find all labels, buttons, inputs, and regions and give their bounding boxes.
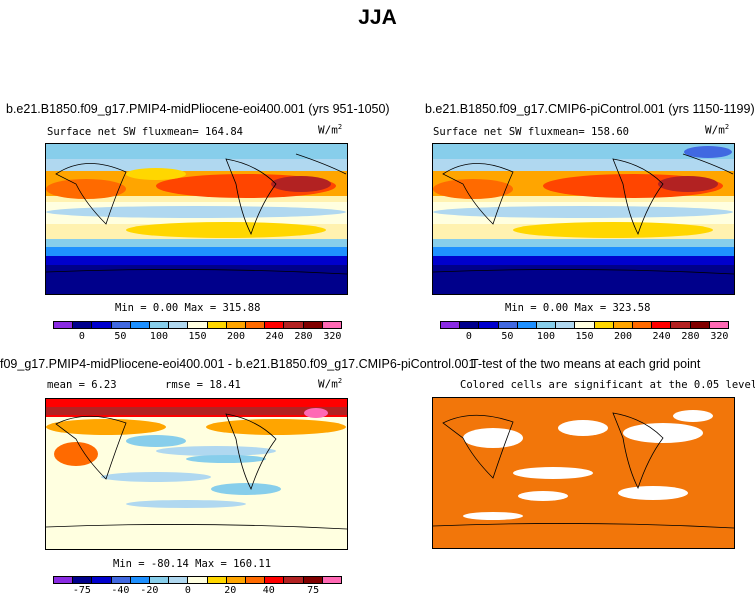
panel2-map [432, 143, 735, 295]
colorbar-tick-label: 280 [294, 331, 313, 342]
colorbar-swatch [303, 322, 323, 328]
panel2-colorbar-ticks: 0 50 100 150 200 240 280 320 [440, 331, 729, 345]
colorbar-swatch [207, 322, 227, 328]
colorbar-swatch [322, 577, 342, 583]
colorbar-swatch [207, 577, 227, 583]
colorbar-tick-label: 200 [227, 331, 246, 342]
panel1-minmax: Min = 0.00 Max = 315.88 [115, 302, 261, 314]
colorbar-swatch [130, 322, 151, 328]
colorbar-swatch [54, 322, 74, 328]
panel3-rmse: rmse = 18.41 [165, 379, 241, 391]
colorbar-tick-label: 280 [681, 331, 700, 342]
panel1-units: W/m2 [318, 123, 343, 137]
colorbar-tick-label: 75 [307, 585, 320, 596]
colorbar-swatch [226, 322, 247, 328]
colorbar-swatch [671, 322, 691, 328]
colorbar-swatch [169, 322, 189, 328]
panel1-map-svg [46, 144, 347, 294]
panel1-map [45, 143, 348, 295]
colorbar-swatch [537, 322, 557, 328]
colorbar-swatch [517, 322, 538, 328]
colorbar-swatch [130, 577, 151, 583]
colorbar-swatch [92, 322, 112, 328]
colorbar-swatch [73, 322, 93, 328]
colorbar-swatch [556, 322, 576, 328]
colorbar-swatch [575, 322, 595, 328]
panel1-label: Surface net SW fluxmean= 164.84 [47, 126, 243, 138]
colorbar-swatch [169, 577, 189, 583]
colorbar-tick-label: 100 [149, 331, 168, 342]
colorbar-tick-label: 0 [465, 331, 472, 342]
panel3-colorbar-ticks: -75 -40 -20 0 20 40 75 [53, 585, 342, 599]
panel4-subtitle: Colored cells are significant at the 0.0… [460, 379, 755, 391]
panel2-units: W/m2 [705, 123, 730, 137]
colorbar-swatch [188, 577, 208, 583]
colorbar-tick-label: 50 [114, 331, 127, 342]
colorbar-swatch [303, 577, 323, 583]
panel4-title: T-test of the two means at each grid poi… [471, 357, 701, 371]
colorbar-swatch [284, 322, 304, 328]
colorbar-tick-label: 150 [575, 331, 594, 342]
colorbar-swatch [265, 577, 285, 583]
colorbar-swatch [111, 322, 131, 328]
panel2-title: b.e21.B1850.f09_g17.CMIP6-piControl.001 … [425, 102, 755, 116]
colorbar-swatch [150, 322, 170, 328]
colorbar-tick-label: 40 [262, 585, 275, 596]
colorbar-swatch [246, 322, 266, 328]
colorbar-tick-label: -75 [72, 585, 91, 596]
colorbar-swatch [441, 322, 461, 328]
panel3-title: f09_g17.PMIP4-midPliocene-eoi400.001 - b… [0, 357, 476, 371]
colorbar-tick-label: 0 [184, 585, 191, 596]
colorbar-swatch [92, 577, 112, 583]
figure-title: JJA [358, 6, 397, 29]
colorbar-tick-label: 320 [323, 331, 342, 342]
colorbar-swatch [633, 322, 653, 328]
colorbar-swatch [460, 322, 480, 328]
panel1-colorbar-ticks: 0 50 100 150 200 240 280 320 [53, 331, 342, 345]
colorbar-tick-label: -20 [140, 585, 159, 596]
colorbar-swatch [265, 322, 285, 328]
colorbar-swatch [322, 322, 342, 328]
colorbar-tick-label: 320 [710, 331, 729, 342]
panel1-title: b.e21.B1850.f09_g17.PMIP4-midPliocene-eo… [6, 102, 390, 116]
colorbar-tick-label: 50 [501, 331, 514, 342]
colorbar-swatch [73, 577, 93, 583]
colorbar-tick-label: 240 [652, 331, 671, 342]
panel4-map-svg [433, 398, 734, 548]
colorbar-tick-label: -40 [111, 585, 130, 596]
colorbar-swatch [54, 577, 74, 583]
panel4-map [432, 397, 735, 549]
panel1-colorbar [53, 321, 342, 329]
colorbar-tick-label: 100 [536, 331, 555, 342]
colorbar-swatch [690, 322, 710, 328]
panel2-map-svg [433, 144, 734, 294]
colorbar-swatch [188, 322, 208, 328]
panel3-minmax: Min = -80.14 Max = 160.11 [113, 558, 272, 570]
colorbar-swatch [111, 577, 131, 583]
colorbar-swatch [594, 322, 614, 328]
panel3-units: W/m2 [318, 377, 343, 391]
colorbar-swatch [498, 322, 518, 328]
colorbar-swatch [150, 577, 170, 583]
panel2-label: Surface net SW fluxmean= 158.60 [433, 126, 629, 138]
panel3-mean: mean = 6.23 [47, 379, 117, 391]
panel2-minmax: Min = 0.00 Max = 323.58 [505, 302, 651, 314]
colorbar-tick-label: 0 [78, 331, 85, 342]
colorbar-swatch [284, 577, 304, 583]
colorbar-swatch [652, 322, 672, 328]
colorbar-tick-label: 200 [614, 331, 633, 342]
colorbar-swatch [613, 322, 634, 328]
colorbar-tick-label: 20 [224, 585, 237, 596]
colorbar-swatch [226, 577, 247, 583]
colorbar-swatch [246, 577, 266, 583]
panel3-colorbar [53, 576, 342, 584]
panel2-colorbar [440, 321, 729, 329]
panel3-map [45, 398, 348, 550]
colorbar-tick-label: 240 [265, 331, 284, 342]
panel3-map-svg [46, 399, 347, 549]
colorbar-swatch [479, 322, 499, 328]
colorbar-tick-label: 150 [188, 331, 207, 342]
colorbar-swatch [709, 322, 729, 328]
